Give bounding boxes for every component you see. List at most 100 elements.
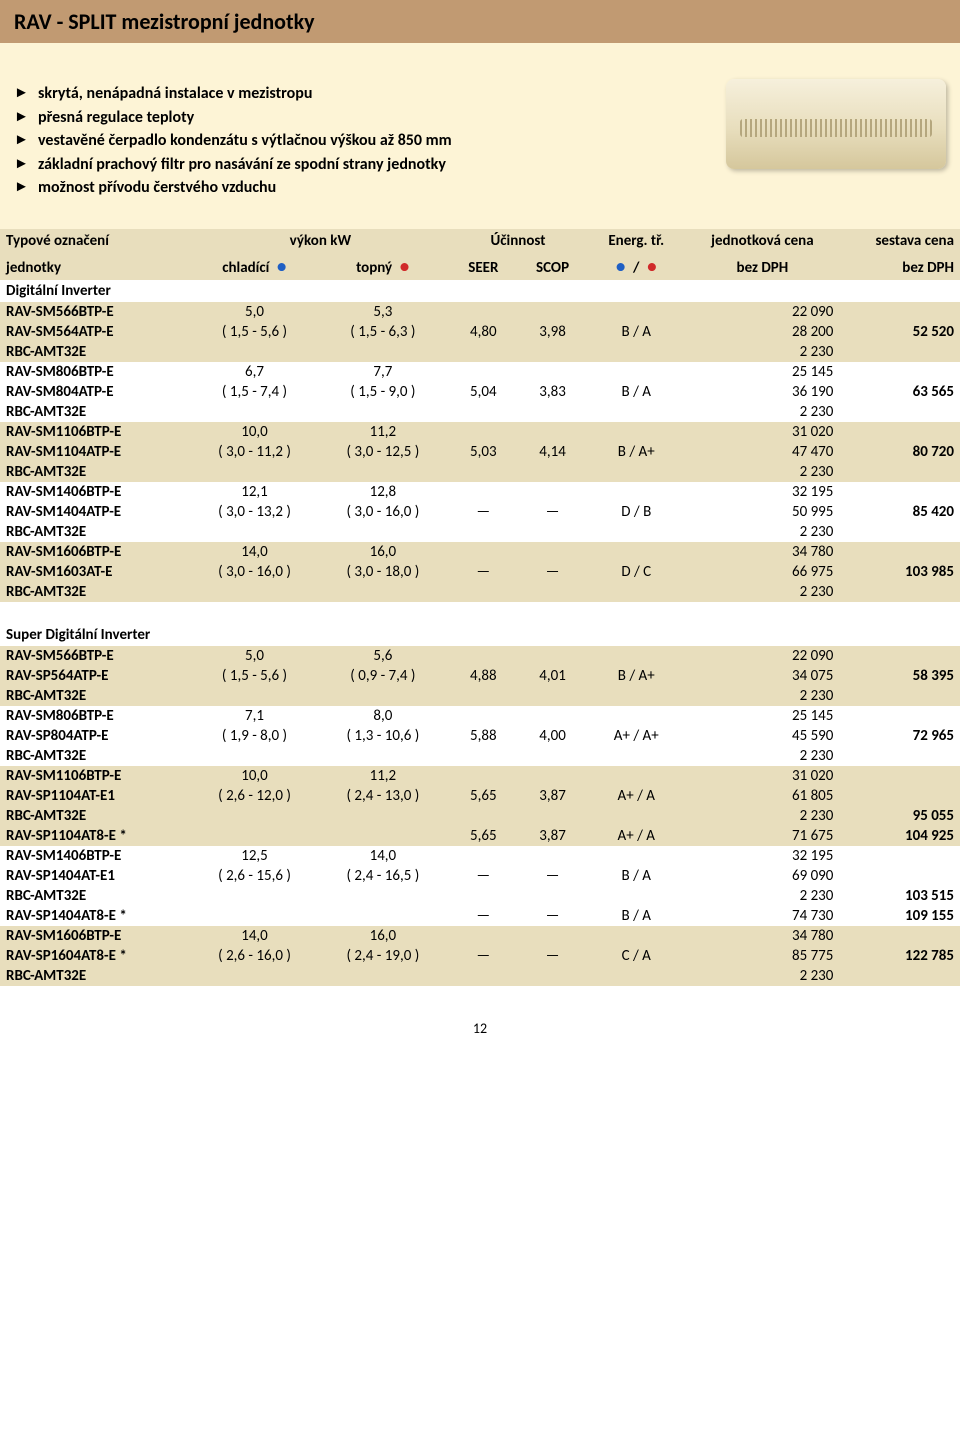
cell (317, 746, 449, 766)
cell: ( 3,0 - 16,0 ) (192, 562, 317, 582)
cell: 12,1 (192, 482, 317, 502)
cell: ( 3,0 - 16,0 ) (317, 502, 449, 522)
table-row: RAV-SM566BTP-E5,05,322 090 (0, 302, 960, 322)
cell: RAV-SM1106BTP-E (0, 766, 192, 786)
cell: 31 020 (685, 422, 839, 442)
cell: B / A (587, 866, 685, 886)
cell: 5,0 (192, 302, 317, 322)
cell (192, 886, 317, 906)
cell: RBC-AMT32E (0, 402, 192, 422)
cell: 5,6 (317, 646, 449, 666)
cell: — (518, 502, 587, 522)
cell: A+ / A (587, 786, 685, 806)
cell (449, 422, 518, 442)
cell (587, 746, 685, 766)
cell (449, 746, 518, 766)
cell: 5,3 (317, 302, 449, 322)
cell: RAV-SP804ATP-E (0, 726, 192, 746)
cell: A+ / A (587, 826, 685, 846)
cell (518, 846, 587, 866)
cell (317, 582, 449, 602)
cell: 22 090 (685, 302, 839, 322)
section-label: Super Digitální Inverter (0, 624, 960, 646)
table-row: RAV-SM806BTP-E7,18,025 145 (0, 706, 960, 726)
cell: C / A (587, 946, 685, 966)
cell (587, 926, 685, 946)
cell: 2 230 (685, 342, 839, 362)
cell: 61 805 (685, 786, 839, 806)
cell: 22 090 (685, 646, 839, 666)
section-label-row: Super Digitální Inverter (0, 624, 960, 646)
cell (587, 302, 685, 322)
section-label: Digitální Inverter (0, 280, 960, 302)
cell: — (449, 866, 518, 886)
cell: RAV-SM1406BTP-E (0, 482, 192, 502)
cell: 3,87 (518, 826, 587, 846)
th-class-label: / (633, 259, 639, 277)
section-label-row: Digitální Inverter (0, 280, 960, 302)
cell (449, 482, 518, 502)
cell: 104 925 (839, 826, 960, 846)
th-class: ● / ● (587, 253, 685, 280)
cell: 74 730 (685, 906, 839, 926)
table-row: RAV-SM1406BTP-E12,112,832 195 (0, 482, 960, 502)
cell: — (449, 562, 518, 582)
price-table: Typové označení výkon kW Účinnost Energ.… (0, 229, 960, 986)
cell: 85 775 (685, 946, 839, 966)
cell (449, 706, 518, 726)
cell: RBC-AMT32E (0, 966, 192, 986)
cell: 2 230 (685, 966, 839, 986)
cell: 2 230 (685, 686, 839, 706)
dot-blue-icon: ● (273, 256, 287, 277)
cell: 3,83 (518, 382, 587, 402)
cell (518, 582, 587, 602)
page-number: 12 (0, 986, 960, 1051)
cell (839, 926, 960, 946)
cell: 34 780 (685, 542, 839, 562)
table-row: RAV-SM1603AT-E( 3,0 - 16,0 )( 3,0 - 18,0… (0, 562, 960, 582)
cell (587, 966, 685, 986)
cell: 7,1 (192, 706, 317, 726)
arrow-icon: ► (14, 177, 38, 198)
cell (587, 846, 685, 866)
dot-blue-icon: ● (615, 256, 629, 277)
cell: 52 520 (839, 322, 960, 342)
cell: 122 785 (839, 946, 960, 966)
cell: 5,65 (449, 786, 518, 806)
cell: ( 3,0 - 12,5 ) (317, 442, 449, 462)
th-chladici-label: chladící (222, 259, 269, 277)
th-topny-label: topný (356, 259, 392, 277)
cell: ( 1,9 - 8,0 ) (192, 726, 317, 746)
table-row: RAV-SM806BTP-E6,77,725 145 (0, 362, 960, 382)
cell: 4,88 (449, 666, 518, 686)
product-image (726, 79, 946, 169)
cell: 80 720 (839, 442, 960, 462)
cell: 5,03 (449, 442, 518, 462)
feature-item: ►možnost přívodu čerstvého vzduchu (14, 177, 726, 199)
cell: RAV-SM1406BTP-E (0, 846, 192, 866)
cell: 3,98 (518, 322, 587, 342)
cell: 3,87 (518, 786, 587, 806)
cell (518, 926, 587, 946)
cell (587, 582, 685, 602)
cell: RAV-SM804ATP-E (0, 382, 192, 402)
feature-item: ►skrytá, nenápadná instalace v mezistrop… (14, 83, 726, 105)
cell: RAV-SP1404AT8-E * (0, 906, 192, 926)
th-bezDPH2: bez DPH (839, 253, 960, 280)
cell: 2 230 (685, 806, 839, 826)
cell: ( 2,6 - 12,0 ) (192, 786, 317, 806)
cell (518, 362, 587, 382)
cell: — (518, 562, 587, 582)
cell (449, 362, 518, 382)
cell (317, 966, 449, 986)
cell (317, 522, 449, 542)
cell: 2 230 (685, 582, 839, 602)
cell (839, 846, 960, 866)
th-bezDPH1: bez DPH (685, 253, 839, 280)
cell: 109 155 (839, 906, 960, 926)
arrow-icon: ► (14, 130, 38, 151)
cell (839, 302, 960, 322)
th-topny: topný ● (317, 253, 449, 280)
cell: 4,01 (518, 666, 587, 686)
arrow-icon: ► (14, 154, 38, 175)
